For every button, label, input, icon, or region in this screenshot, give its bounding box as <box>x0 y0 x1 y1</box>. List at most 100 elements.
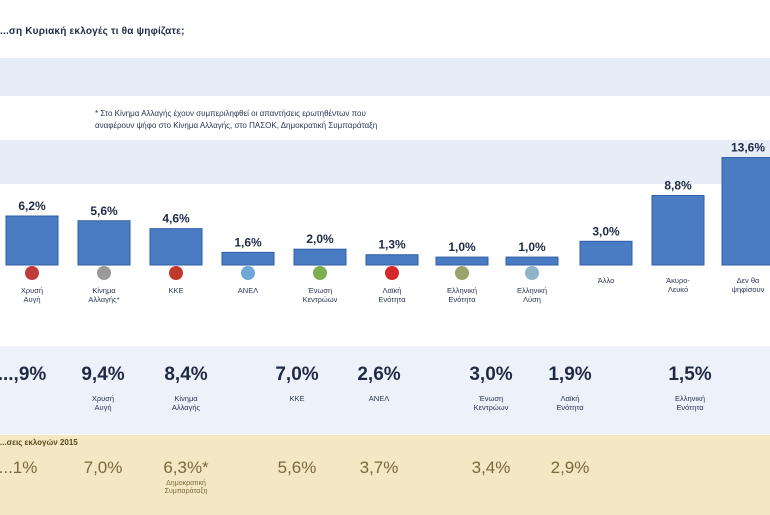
poll-label-line: Αυγή <box>94 403 112 412</box>
election-2015-value-4: 3,7% <box>359 458 399 477</box>
bar-value-label-3: 1,6% <box>234 235 262 249</box>
footnote-line-2: αναφέρουν ψήφο στο Κίνημα Αλλαγής, στο Π… <box>95 121 378 130</box>
party-label-line: Κίνημα <box>92 286 116 295</box>
bar-value-label-0: 6,2% <box>18 199 46 213</box>
party-label-line: Ελληνική <box>516 286 547 295</box>
party-label-line: ΑΝΕΛ <box>237 286 259 295</box>
poll-label-7: Ελληνική Ενότητα <box>650 394 730 412</box>
party-label-line: Λύση <box>523 295 541 304</box>
party-label-line: ψηφίσουν <box>731 285 765 294</box>
party-label-line: Άλλο <box>597 276 615 285</box>
party-label-3: ΑΝΕΛ <box>215 286 281 295</box>
election-2015-value-3: 5,6% <box>277 458 317 477</box>
party-label-line: Λαϊκή <box>382 286 402 295</box>
poll-value-4: 2,6% <box>357 364 401 385</box>
chart-band <box>0 140 770 184</box>
bar-8 <box>579 240 633 266</box>
election-2015-band <box>0 435 770 515</box>
bar-value-label-10: 13,6% <box>731 141 765 155</box>
party-label-line: Αυγή <box>23 295 41 304</box>
poll-value-2: 8,4% <box>164 364 208 385</box>
election-2015-value-2: 6,3%* <box>163 458 209 477</box>
poll-label-2: Κίνημα Αλλαγής <box>146 394 226 412</box>
bar-6 <box>435 256 489 266</box>
party-label-9: Άκυρο- Λευκό <box>645 276 711 294</box>
survey-question: ...ση Κυριακή εκλογές τι θα ψηφίζατε; <box>0 26 185 37</box>
party-label-5: Λαϊκή Ενότητα <box>359 286 425 304</box>
bar-5 <box>365 254 419 266</box>
poll-label-line: Χρυσή <box>91 394 115 403</box>
election-2015-value-1: 7,0% <box>83 458 123 477</box>
bar-9 <box>651 194 705 266</box>
bar-value-label-6: 1,0% <box>448 240 476 254</box>
election-2015-title: ...σεις εκλογών 2015 <box>0 438 78 447</box>
election-2015-value-6: 2,9% <box>550 458 590 477</box>
party-label-line: Ενότητα <box>378 295 406 304</box>
party-label-0: Χρυσή Αυγή <box>0 286 65 304</box>
party-label-10: Δεν θα ψηφίσουν <box>715 276 770 294</box>
poll-label-4: ΑΝΕΛ <box>339 394 419 403</box>
bar-value-label-8: 3,0% <box>592 224 620 238</box>
poll-label-3: ΚΚΕ <box>257 394 337 403</box>
party-label-8: Άλλο <box>573 276 639 285</box>
header-band <box>0 58 770 96</box>
party-label-line: ΚΚΕ <box>168 286 184 295</box>
bar-10 <box>721 157 770 266</box>
party-label-line: Άκυρο- <box>666 276 690 285</box>
kinima-allagis-logo-icon <box>97 266 111 280</box>
bar-1 <box>77 220 131 266</box>
poll-label-1: Χρυσή Αυγή <box>63 394 143 412</box>
election-2015-label-line: Συμπαράταξη <box>164 488 208 495</box>
party-label-1: Κίνημα Αλλαγής* <box>71 286 137 304</box>
election-2015-label-2: Δημοκρατική Συμπαράταξη <box>146 480 226 496</box>
poll-label-line: Ενότητα <box>676 403 704 412</box>
bar-value-label-7: 1,0% <box>518 240 546 254</box>
bar-0 <box>5 215 59 266</box>
party-label-6: Ελληνική Ενότητα <box>429 286 495 304</box>
bar-value-label-1: 5,6% <box>90 204 118 218</box>
poll-value-8: 1,... <box>752 364 770 386</box>
bar-value-label-2: 4,6% <box>162 212 190 226</box>
poll-label-line: ΑΝΕΛ <box>368 394 390 403</box>
party-label-7: Ελληνική Λύση <box>499 286 565 304</box>
party-label-line: Κεντρώων <box>302 295 338 304</box>
party-label-line: Λευκό <box>667 285 689 294</box>
bar-chart-svg: 6,2% 5,6% 4,6% 1,6% 2,0% 1,3% 1,0% 1,0% 3,0% 8,8%… <box>5 141 770 266</box>
poll-value-0: ...,9% <box>0 364 47 385</box>
elliniki-logo-icon <box>455 266 469 280</box>
party-label-line: Ένωση <box>307 286 333 295</box>
election-2015-label-line: Δημοκρατική <box>166 480 206 487</box>
poll-value-3: 7,0% <box>275 364 319 385</box>
bar-value-label-9: 8,8% <box>664 178 692 192</box>
poll-value-6: 1,9% <box>548 364 592 385</box>
poll-label-8: Ελ... <box>752 394 770 403</box>
party-label-line: Αλλαγής* <box>88 295 120 304</box>
election-2015-value-5: 3,4% <box>471 458 511 477</box>
bar-2 <box>149 228 203 266</box>
party-label-2: ΚΚΕ <box>143 286 209 295</box>
poll-label-line: Αλλαγής <box>171 403 201 412</box>
party-label-4: Ένωση Κεντρώων <box>287 286 353 304</box>
poll-value-7: 1,5% <box>668 364 712 385</box>
poll-label-6: Λαϊκή Ενότητα <box>530 394 610 412</box>
footnote-line-1: * Στο Κίνημα Αλλαγής έχουν συμπεριληφθεί… <box>95 109 366 118</box>
laiki-enotita-star-icon <box>385 266 399 280</box>
bar-3 <box>221 251 275 266</box>
poll-label-5: Ένωση Κεντρώων <box>451 394 531 412</box>
poll-label-line: Ένωση <box>478 394 504 403</box>
poll-band <box>0 346 770 434</box>
poll-label-line: Κίνημα <box>174 394 198 403</box>
poll-value-5: 3,0% <box>469 364 513 385</box>
poll-value-1: 9,4% <box>81 364 125 385</box>
bar-4 <box>293 248 347 266</box>
poll-label-line: Κεντρώων <box>473 403 509 412</box>
poll-label-line: Ενότητα <box>556 403 584 412</box>
chrysi-avgi-logo-icon <box>25 266 39 280</box>
party-label-line: Χρυσή <box>20 286 44 295</box>
bar-7 <box>505 256 559 266</box>
bar-chart: 6,2% 5,6% 4,6% 1,6% 2,0% 1,3% 1,0% 1,0% 3,0% 8,8%… <box>5 141 770 266</box>
party-label-line: Ενότητα <box>448 295 476 304</box>
kke-hammer-sickle-icon <box>169 266 183 280</box>
poll-label-line: ΚΚΕ <box>289 394 305 403</box>
poll-label-line: Ελληνική <box>674 394 705 403</box>
